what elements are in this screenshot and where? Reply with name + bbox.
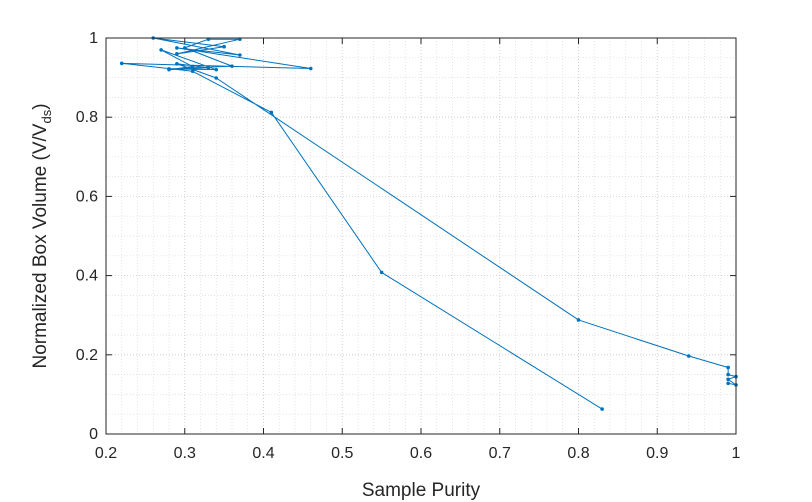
data-point <box>190 69 195 74</box>
y-tick-labels: 0 0.2 0.4 0.6 0.8 1 <box>76 30 98 443</box>
tick-marks <box>105 37 737 435</box>
y-tick-label: 0.4 <box>76 268 98 285</box>
data-point <box>175 46 179 50</box>
data-point <box>726 372 730 377</box>
x-tick-label: 0.2 <box>95 445 117 462</box>
minor-grid <box>106 38 736 434</box>
data-point <box>600 407 604 411</box>
data-point <box>379 270 384 275</box>
x-tick-label: 0.6 <box>410 445 432 462</box>
x-tick-label: 0.8 <box>567 445 589 462</box>
data-point <box>726 377 730 382</box>
x-tick-label: 1 <box>732 445 741 462</box>
data-point <box>159 48 163 52</box>
x-tick-labels: 0.2 0.3 0.4 0.5 0.6 0.7 0.8 0.9 1 <box>95 445 741 462</box>
data-point <box>182 46 187 50</box>
data-point <box>175 52 179 56</box>
data-point <box>222 44 226 49</box>
y-tick-label: 0.6 <box>76 188 98 205</box>
series-layer <box>119 36 738 411</box>
x-axis-label: Sample Purity <box>362 480 481 501</box>
data-point <box>576 318 581 322</box>
data-point <box>686 354 691 358</box>
y-tick-label: 0.8 <box>76 109 98 126</box>
x-tick-label: 0.5 <box>331 445 353 462</box>
data-point <box>269 110 274 115</box>
data-point <box>726 365 730 370</box>
data-point <box>206 65 211 70</box>
data-point <box>214 76 219 80</box>
y-tick-label: 0.2 <box>76 347 98 364</box>
x-tick-label: 0.9 <box>646 445 668 462</box>
data-point <box>175 61 179 66</box>
y-axis-label-main: Normalized Box Volume (V/V <box>30 123 51 368</box>
y-axis-label-subscript: ds <box>39 109 54 123</box>
y-tick-label: 0 <box>89 426 98 443</box>
data-point <box>230 64 234 68</box>
y-axis-label-close: ) <box>30 103 51 109</box>
y-tick-label: 1 <box>89 30 98 47</box>
data-point <box>726 381 730 386</box>
y-axis-label: Normalized Box Volume (V/Vds) <box>30 103 54 368</box>
x-tick-label: 0.7 <box>489 445 511 462</box>
data-point <box>214 67 219 72</box>
data-point <box>238 53 242 57</box>
data-point <box>167 67 171 72</box>
data-point <box>119 61 124 66</box>
data-point <box>190 64 195 69</box>
x-tick-label: 0.3 <box>174 445 196 462</box>
x-tick-label: 0.4 <box>252 445 274 462</box>
data-point <box>308 66 313 71</box>
